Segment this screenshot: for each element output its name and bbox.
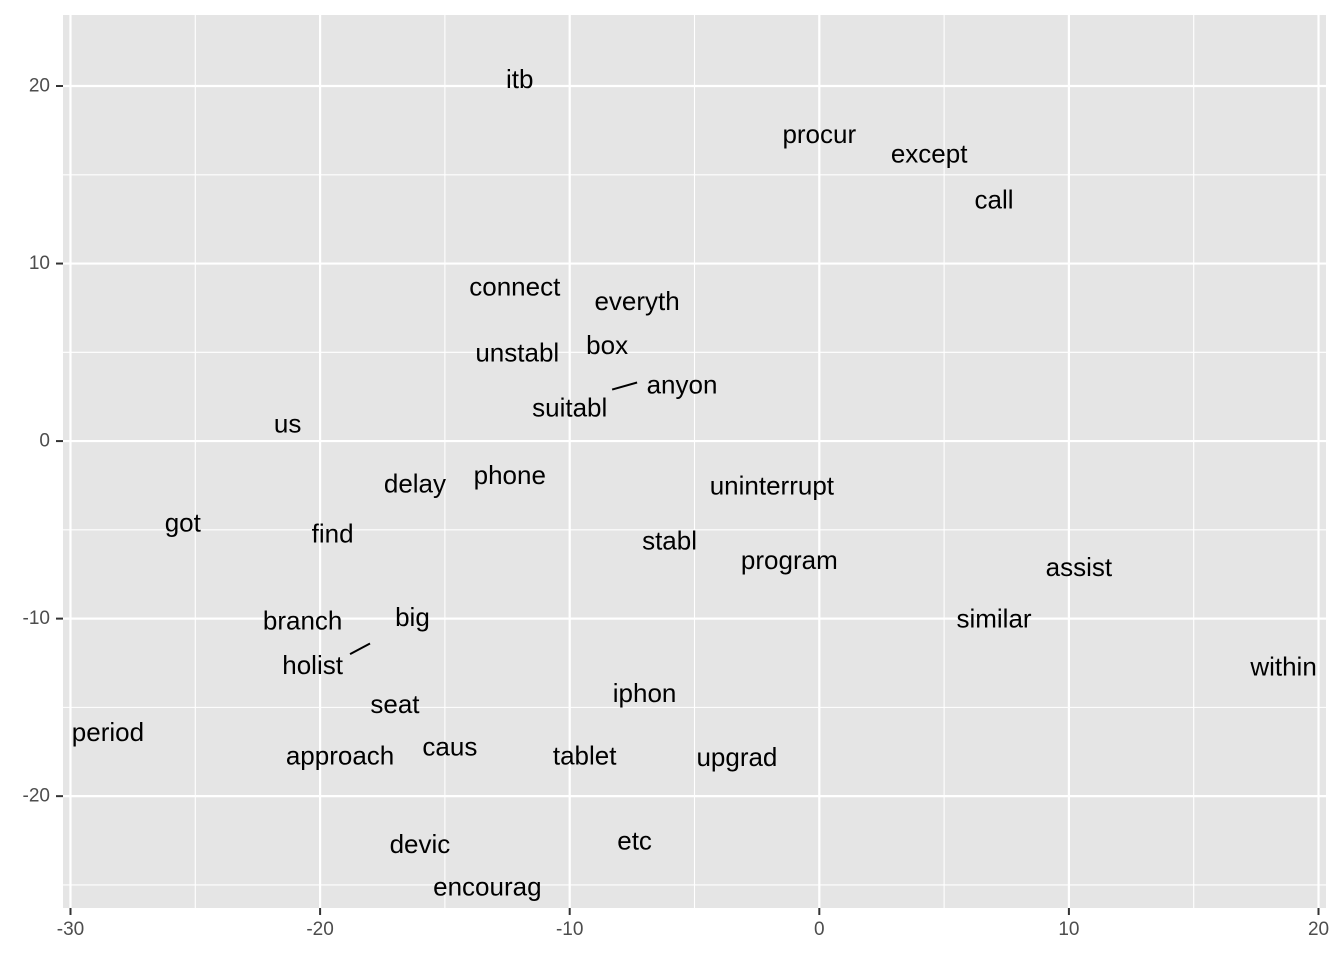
word-label-encourag: encourag <box>433 872 541 902</box>
word-label-period: period <box>72 717 144 747</box>
label-segment-anyon <box>611 381 638 391</box>
word-label-find: find <box>312 518 354 548</box>
y-tick-label: 10 <box>29 253 50 274</box>
word-label-connect: connect <box>469 272 561 302</box>
word-label-within: within <box>1249 652 1316 682</box>
word-label-approach: approach <box>286 740 394 770</box>
word-label-seat: seat <box>370 689 420 719</box>
word-label-call: call <box>975 185 1014 215</box>
word-label-big: big <box>395 602 430 632</box>
x-tick-label: -10 <box>556 919 583 940</box>
grid-minor <box>63 15 1326 908</box>
word-label-holist: holist <box>282 650 343 680</box>
x-tick-label: 20 <box>1308 919 1329 940</box>
y-tick-label: -10 <box>23 608 50 629</box>
y-tick-label: 0 <box>39 431 50 452</box>
word-label-suitabl: suitabl <box>532 392 607 422</box>
word-label-caus: caus <box>422 731 477 761</box>
y-axis: -20 -10 0 10 20 <box>23 76 63 807</box>
word-label-branch: branch <box>263 605 343 635</box>
word-label-everyth: everyth <box>594 286 679 316</box>
word-label-program: program <box>741 545 838 575</box>
word-label-etc: etc <box>617 826 652 856</box>
word-label-except: except <box>891 138 968 168</box>
word-label-delay: delay <box>384 469 446 499</box>
word-label-us: us <box>274 408 301 438</box>
y-tick-label: -20 <box>23 786 50 807</box>
word-label-box: box <box>586 330 628 360</box>
word-label-similar: similar <box>956 604 1031 634</box>
y-tick-label: 20 <box>29 76 50 97</box>
x-tick-label: -30 <box>57 919 84 940</box>
word-label-procur: procur <box>782 119 856 149</box>
word-label-anyon: anyon <box>647 369 718 399</box>
word-label-assist: assist <box>1046 552 1113 582</box>
word-label-tablet: tablet <box>553 740 617 770</box>
x-tick-label: -20 <box>306 919 333 940</box>
x-tick-label: 0 <box>814 919 825 940</box>
word-label-itb: itb <box>506 64 533 94</box>
word-label-phone: phone <box>474 460 546 490</box>
word-label-got: got <box>165 508 202 538</box>
word-label-uninterrupt: uninterrupt <box>710 470 835 500</box>
grid-major <box>63 15 1326 908</box>
word-label-unstabl: unstabl <box>475 337 559 367</box>
word-label-iphon: iphon <box>613 678 677 708</box>
x-tick-label: 10 <box>1058 919 1079 940</box>
word-label-upgrad: upgrad <box>696 742 777 772</box>
word-label-devic: devic <box>390 829 451 859</box>
label-segments <box>349 381 638 656</box>
x-axis: -30 -20 -10 0 10 20 <box>57 908 1329 940</box>
label-segment-holist <box>349 642 371 656</box>
word-label-stabl: stabl <box>642 526 697 556</box>
